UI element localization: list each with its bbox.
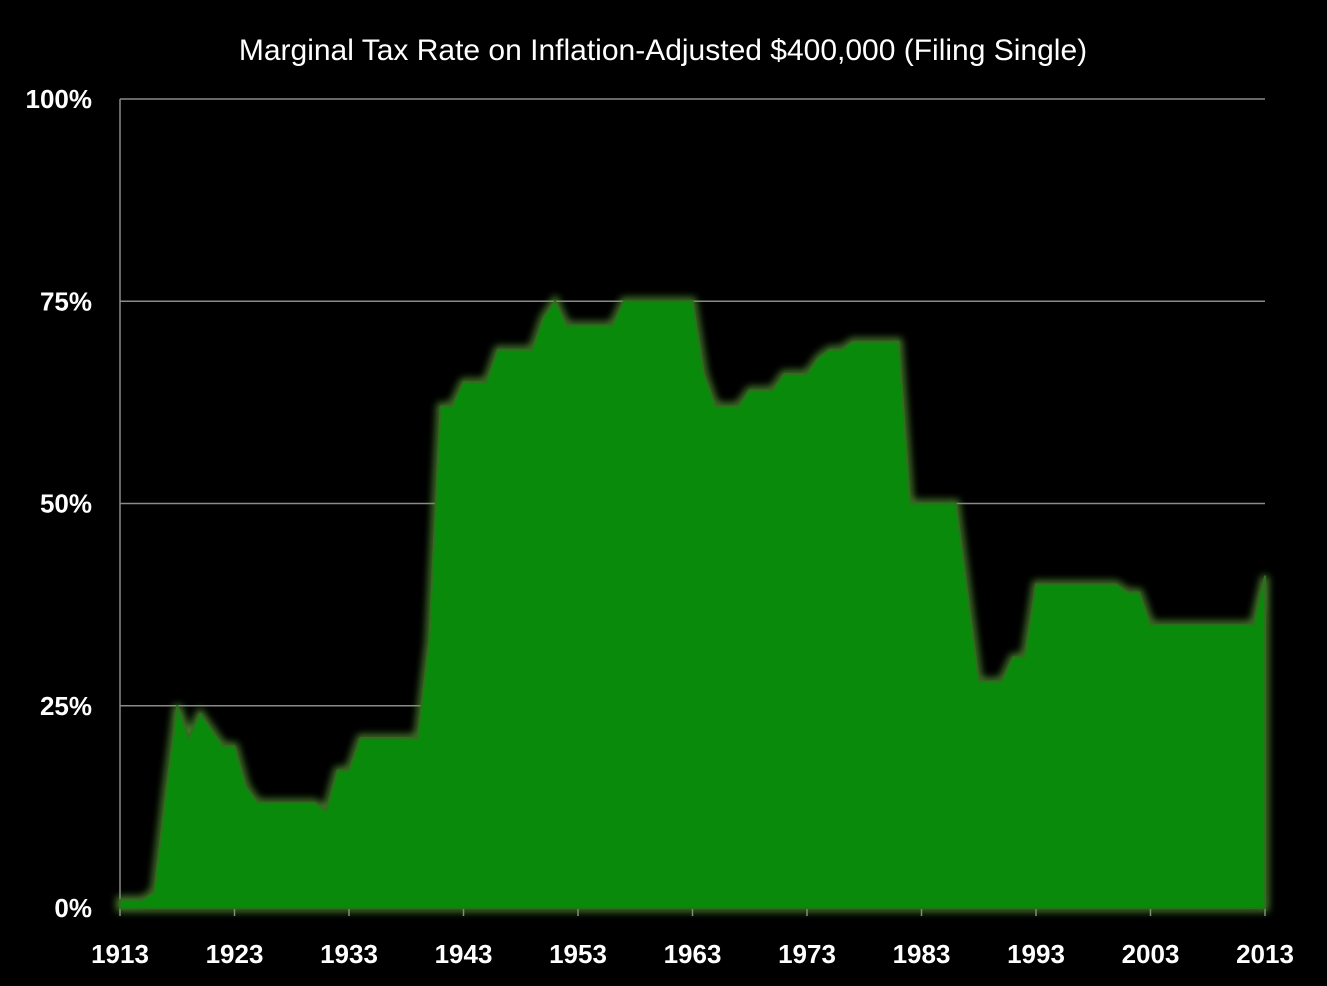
y-tick-label: 75% bbox=[40, 286, 92, 316]
x-tick-label: 1973 bbox=[778, 939, 836, 969]
x-tick-label: 1993 bbox=[1007, 939, 1065, 969]
y-tick-label: 50% bbox=[40, 489, 92, 519]
x-tick-label: 1953 bbox=[549, 939, 607, 969]
x-tick-label: 1943 bbox=[435, 939, 493, 969]
x-tick-label: 1913 bbox=[91, 939, 149, 969]
x-tick-label: 1963 bbox=[664, 939, 722, 969]
x-tick-label: 2003 bbox=[1122, 939, 1180, 969]
y-axis-tick-labels: 0% 25% 50% 75% 100% bbox=[26, 84, 93, 923]
y-tick-label: 0% bbox=[54, 893, 92, 923]
y-tick-label: 25% bbox=[40, 691, 92, 721]
x-tick-label: 1983 bbox=[893, 939, 951, 969]
plot-area bbox=[116, 294, 1269, 912]
x-tick-label: 1923 bbox=[206, 939, 264, 969]
x-tick-label: 2013 bbox=[1236, 939, 1294, 969]
chart-title: Marginal Tax Rate on Inflation-Adjusted … bbox=[239, 34, 1087, 67]
area-series bbox=[119, 300, 1266, 909]
x-tick-label: 1933 bbox=[320, 939, 378, 969]
x-axis-tick-labels: 1913 1923 1933 1943 1953 1963 1973 1983 1993 2003… bbox=[91, 939, 1294, 969]
y-tick-label: 100% bbox=[26, 84, 93, 114]
